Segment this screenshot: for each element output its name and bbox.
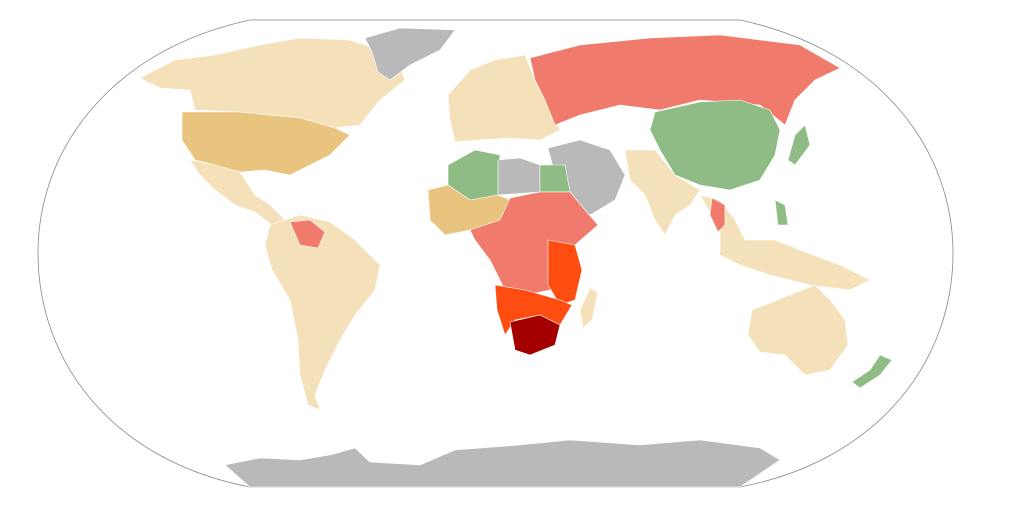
region-guianas[interactable]: [289, 219, 326, 249]
region-southeast-asia[interactable]: [699, 194, 871, 291]
region-thailand-myanmar[interactable]: [709, 197, 726, 233]
region-new-zealand[interactable]: [851, 354, 893, 389]
region-south-america[interactable]: [264, 214, 381, 411]
region-antarctica[interactable]: [224, 439, 781, 488]
region-east-africa[interactable]: [547, 239, 583, 306]
region-europe[interactable]: [447, 54, 561, 143]
region-libya[interactable]: [497, 157, 541, 196]
region-south-asia[interactable]: [624, 149, 701, 236]
region-south-africa[interactable]: [509, 314, 561, 356]
region-china[interactable]: [649, 99, 781, 191]
region-egypt[interactable]: [539, 164, 571, 193]
region-japan-philippines[interactable]: [774, 124, 811, 226]
region-greenland[interactable]: [364, 27, 456, 81]
region-madagascar[interactable]: [579, 287, 599, 329]
region-australia[interactable]: [747, 284, 849, 376]
region-canada-alaska[interactable]: [139, 37, 406, 129]
region-usa[interactable]: [181, 111, 351, 176]
